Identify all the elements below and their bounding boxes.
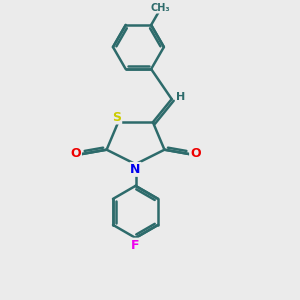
Text: CH₃: CH₃ xyxy=(151,3,170,13)
Text: S: S xyxy=(112,110,121,124)
Text: O: O xyxy=(70,147,81,160)
Text: N: N xyxy=(130,163,141,176)
Text: H: H xyxy=(176,92,186,102)
Text: O: O xyxy=(190,147,201,160)
Text: F: F xyxy=(131,239,140,252)
